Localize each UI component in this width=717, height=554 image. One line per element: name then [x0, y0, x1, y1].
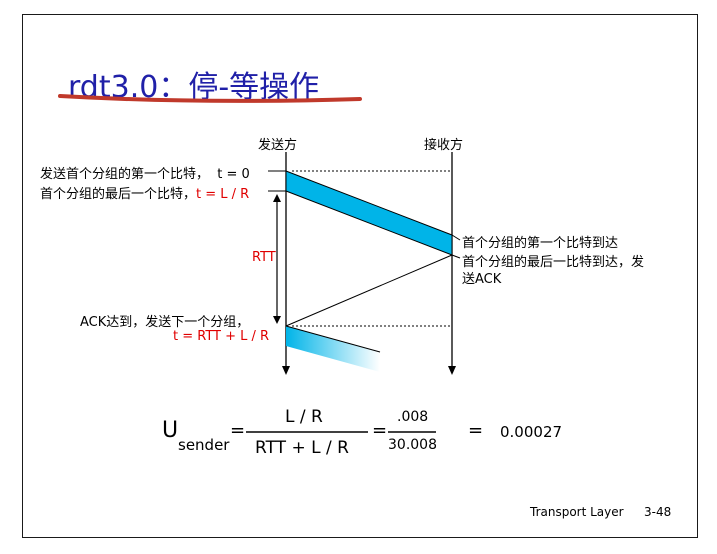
rtt-label: RTT	[252, 250, 276, 265]
first-bit-tx-label: 发送首个分组的第一个比特， t = 0	[40, 167, 250, 182]
sender-timeline-arrow	[282, 366, 290, 375]
first-bit-tx-time: t = 0	[217, 167, 250, 182]
ack-time-label: t = RTT + L / R	[173, 329, 270, 344]
packet-band	[285, 170, 453, 256]
denominator-1: RTT + L / R	[255, 438, 349, 458]
last-bit-tx-time: t = L / R	[196, 187, 250, 202]
ack-line	[285, 254, 453, 327]
last-bit-tx-label: 首个分组的最后一个比特，t = L / R	[40, 187, 250, 202]
denominator-2: 30.008	[388, 437, 437, 453]
utilization-subscript: sender	[178, 436, 230, 454]
equals-sign-1: =	[230, 420, 246, 441]
equals-sign-3: =	[468, 420, 484, 441]
page-number: 3-48	[644, 505, 672, 519]
first-bit-rx-label: 首个分组的第一个比特到达	[462, 236, 619, 251]
utilization-result: 0.00027	[500, 423, 563, 441]
sender-label: 发送方	[258, 138, 298, 153]
title-underline	[58, 94, 362, 103]
next-packet-band	[286, 326, 380, 372]
receiver-label: 接收方	[424, 138, 464, 153]
slide-frame	[22, 14, 698, 538]
receiver-timeline-arrow	[448, 366, 456, 375]
numerator-1: L / R	[285, 407, 323, 427]
ack-arrive-label: ACK达到，发送下一个分组，	[80, 315, 250, 330]
equals-sign-2: =	[372, 420, 388, 441]
last-bit-rx-label-2: 送ACK	[462, 272, 502, 287]
utilization-symbol: U	[162, 418, 179, 443]
last-bit-rx-label-1: 首个分组的最后一比特到达，发	[462, 255, 645, 270]
numerator-2: .008	[397, 409, 429, 425]
footer-label: Transport Layer	[530, 505, 624, 519]
